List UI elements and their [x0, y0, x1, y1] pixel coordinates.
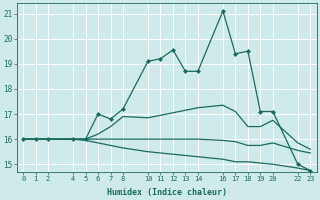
X-axis label: Humidex (Indice chaleur): Humidex (Indice chaleur) [107, 188, 227, 197]
